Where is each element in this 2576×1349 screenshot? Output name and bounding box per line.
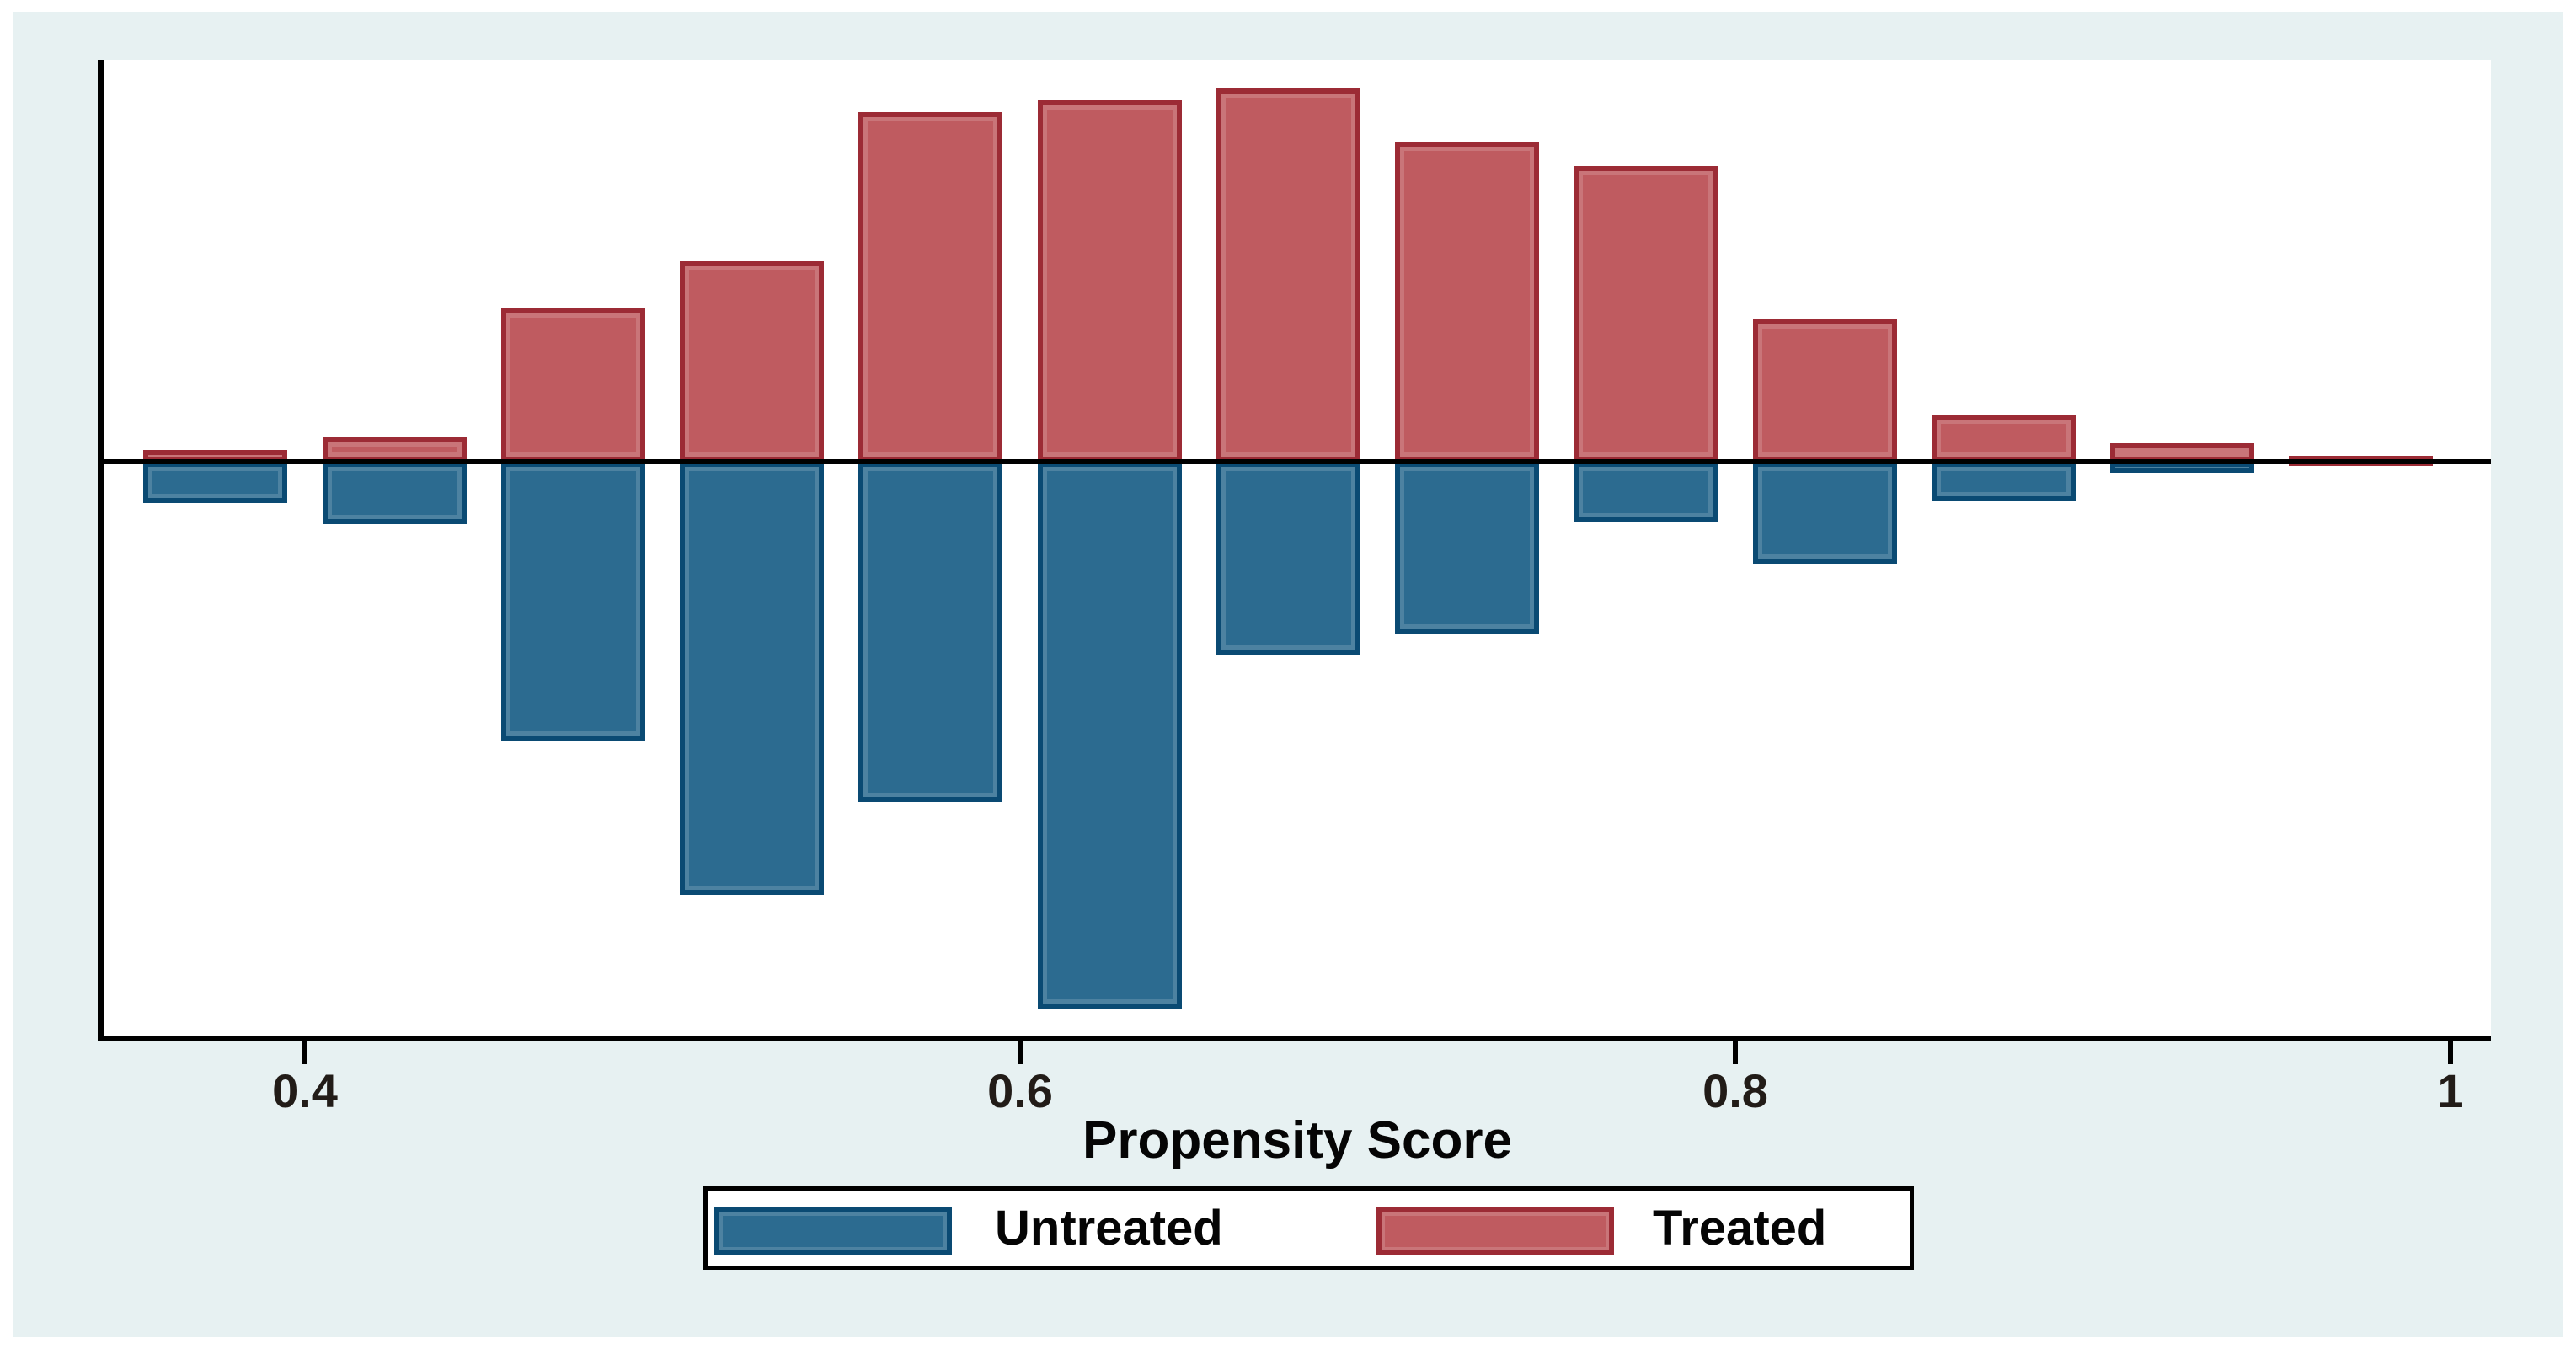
untreated-bar <box>1753 462 1897 564</box>
untreated-bar <box>858 462 1002 802</box>
untreated-bar <box>1395 462 1539 634</box>
treated-bar <box>1753 319 1897 462</box>
untreated-legend-swatch <box>714 1207 952 1255</box>
treated-bar <box>1216 88 1360 462</box>
treated-bar <box>1932 415 2076 462</box>
y-axis-line <box>98 60 104 1041</box>
untreated-bar <box>143 462 287 503</box>
untreated-bar <box>2110 462 2254 473</box>
x-tick-label: 1 <box>2437 1064 2464 1117</box>
x-tick-label: 0.6 <box>987 1064 1053 1117</box>
zero-baseline <box>104 459 2491 464</box>
bars-layer <box>104 60 2491 1038</box>
treated-bar <box>680 261 824 462</box>
untreated-legend-label: Untreated <box>995 1201 1223 1255</box>
treated-bar <box>501 308 645 462</box>
x-tick-label: 0.8 <box>1702 1064 1768 1117</box>
x-axis-line <box>98 1036 2491 1041</box>
untreated-bar <box>1038 462 1182 1009</box>
legend: Untreated Treated <box>703 1186 1914 1270</box>
treated-legend-swatch <box>1376 1207 1614 1255</box>
plot-area <box>104 60 2491 1038</box>
treated-bar <box>1574 166 1718 462</box>
treated-bar <box>323 437 467 462</box>
x-tick-label: 0.4 <box>272 1064 338 1117</box>
x-axis-title: Propensity Score <box>1082 1111 1512 1170</box>
treated-legend-label: Treated <box>1653 1201 1827 1255</box>
untreated-bar <box>323 462 467 524</box>
untreated-bar <box>1216 462 1360 655</box>
untreated-bar <box>1932 462 2076 501</box>
untreated-bar <box>501 462 645 741</box>
x-tick <box>1018 1041 1023 1064</box>
treated-bar <box>858 112 1002 462</box>
untreated-bar <box>680 462 824 895</box>
x-tick <box>1733 1041 1738 1064</box>
x-tick <box>2448 1041 2453 1064</box>
treated-bar <box>1038 100 1182 462</box>
treated-bar <box>1395 142 1539 462</box>
untreated-bar <box>1574 462 1718 522</box>
x-tick <box>302 1041 307 1064</box>
